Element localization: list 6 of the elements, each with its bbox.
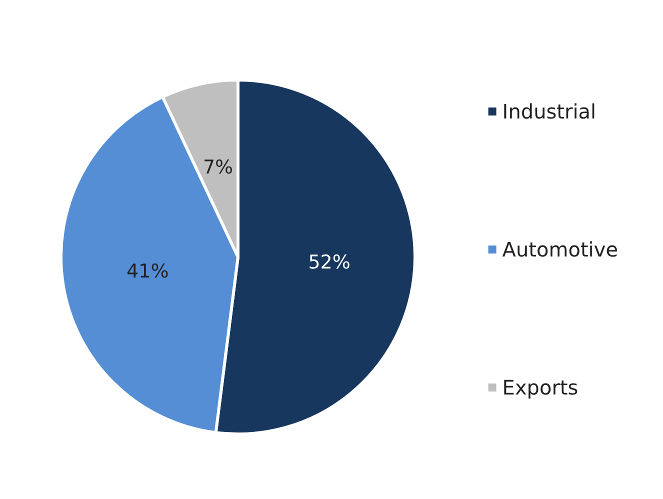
data-label: 7% — [202, 156, 234, 179]
legend-label: Exports — [502, 376, 578, 400]
legend-label: Automotive — [502, 238, 618, 262]
data-label: 52% — [308, 252, 350, 274]
legend-label: Industrial — [502, 100, 596, 124]
data-label: 41% — [126, 260, 169, 282]
